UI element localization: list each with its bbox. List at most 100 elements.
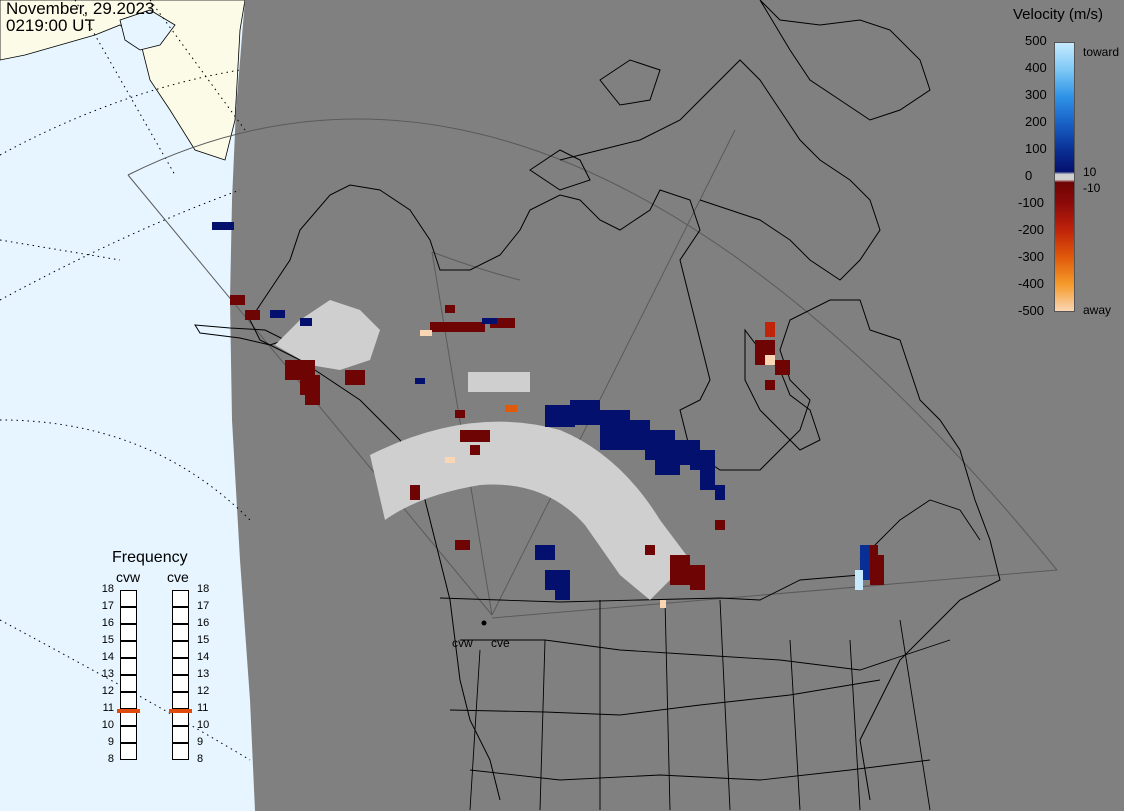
frequency-label-right: 16 <box>197 617 210 629</box>
frequency-cell <box>120 590 137 607</box>
frequency-label-left: 9 <box>107 736 114 748</box>
frequency-cell <box>172 692 189 709</box>
echo-cell <box>860 545 870 580</box>
echo-cell <box>270 310 285 318</box>
label-pos-threshold: 10 <box>1083 165 1097 179</box>
echo-cell <box>715 520 725 530</box>
frequency-label-left: 11 <box>102 702 114 714</box>
frequency-cell <box>120 624 137 641</box>
echo-cell <box>300 375 320 395</box>
echo-cell <box>490 318 515 328</box>
echo-cell <box>878 555 884 585</box>
echo-cell <box>345 370 365 385</box>
label-toward: toward <box>1083 45 1120 59</box>
frequency-label-left: 17 <box>101 600 114 612</box>
grid-lines <box>0 0 251 761</box>
echo-cell <box>415 378 425 384</box>
frequency-cell <box>172 607 189 624</box>
echo-cell <box>765 355 775 365</box>
frequency-label-right: 13 <box>197 668 210 680</box>
frequency-label-left: 14 <box>101 651 114 663</box>
echo-cell <box>305 395 320 405</box>
velocity-color-bar <box>1054 42 1075 312</box>
echo-cell <box>715 485 725 500</box>
echo-cell <box>445 457 455 463</box>
frequency-cell <box>120 743 137 760</box>
frequency-cell <box>120 658 137 675</box>
echo-cell <box>660 600 666 608</box>
frequency-cell <box>120 675 137 692</box>
velocity-tick-label: -200 <box>1018 222 1045 237</box>
label-away: away <box>1083 303 1112 317</box>
frequency-label-right: 14 <box>197 651 210 663</box>
frequency-label-right: 11 <box>197 702 209 714</box>
echo-cell <box>645 545 655 555</box>
echo-cell <box>430 322 485 332</box>
echo-cell <box>570 400 600 425</box>
velocity-tick-label: -400 <box>1018 276 1045 291</box>
frequency-cell <box>172 743 189 760</box>
frequency-label-right: 10 <box>197 719 210 731</box>
frequency-label-left: 10 <box>101 719 114 731</box>
echo-cell <box>410 485 420 500</box>
echo-cell <box>545 570 570 590</box>
echo-cell <box>455 540 470 550</box>
frequency-cell <box>120 607 137 624</box>
ground-scatter-north <box>468 372 530 392</box>
echo-cell <box>420 330 432 336</box>
echo-cell <box>870 545 878 585</box>
frequency-cell <box>120 641 137 658</box>
velocity-tick-label: 300 <box>1025 87 1047 102</box>
frequency-label-right: 18 <box>197 583 210 595</box>
frequency-title: Frequency <box>112 549 188 566</box>
echo-cell <box>855 570 863 590</box>
echo-cell <box>212 222 234 230</box>
day-land-alaska <box>0 0 246 161</box>
frequency-cell <box>172 641 189 658</box>
frequency-cell <box>172 726 189 743</box>
ground-scatter-band <box>370 421 690 600</box>
frequency-label-right: 15 <box>197 634 210 646</box>
echo-cell <box>690 565 705 590</box>
frequency-label-left: 16 <box>101 617 114 629</box>
frequency-cell <box>172 624 189 641</box>
velocity-tick-label: -300 <box>1018 249 1045 264</box>
frequency-cell <box>120 692 137 709</box>
frequency-label-left: 18 <box>101 583 114 595</box>
coastlines <box>194 0 1001 801</box>
date-label: November, 29.2023 <box>6 0 155 18</box>
frequency-label-left: 8 <box>107 753 114 765</box>
velocity-tick-label: 400 <box>1025 60 1047 75</box>
echo-cell <box>535 545 555 560</box>
echo-cell <box>460 430 490 442</box>
radar-label-cve: cve <box>491 636 510 650</box>
frequency-label-right: 8 <box>197 753 204 765</box>
frequency-indicator <box>169 708 192 713</box>
velocity-tick-label: 200 <box>1025 114 1047 129</box>
frequency-label-right: 9 <box>197 736 204 748</box>
frequency-cell <box>172 590 189 607</box>
frequency-column-cvw: cvw <box>116 569 141 585</box>
echo-cell <box>765 380 775 390</box>
velocity-tick-label: 500 <box>1025 33 1047 48</box>
label-neg-threshold: -10 <box>1083 181 1101 195</box>
frequency-cell <box>172 675 189 692</box>
echo-cell <box>545 405 575 427</box>
echo-cell <box>455 410 465 418</box>
echo-cell <box>690 450 715 470</box>
echo-cell <box>300 318 312 326</box>
ground-scatter-northwest <box>275 300 380 370</box>
echo-cell <box>700 470 715 490</box>
velocity-tick-label: 0 <box>1025 168 1033 183</box>
frequency-label-left: 15 <box>101 634 114 646</box>
velocity-scale-title: Velocity (m/s) <box>1013 6 1104 23</box>
echo-cell <box>670 555 690 585</box>
echo-cell <box>230 295 245 305</box>
us-borders <box>439 499 981 811</box>
time-label: 0219:00 UT <box>6 16 95 35</box>
echo-cells <box>212 222 884 608</box>
day-land-island <box>119 9 176 51</box>
echo-cell <box>600 435 625 450</box>
echo-cell <box>765 322 775 337</box>
